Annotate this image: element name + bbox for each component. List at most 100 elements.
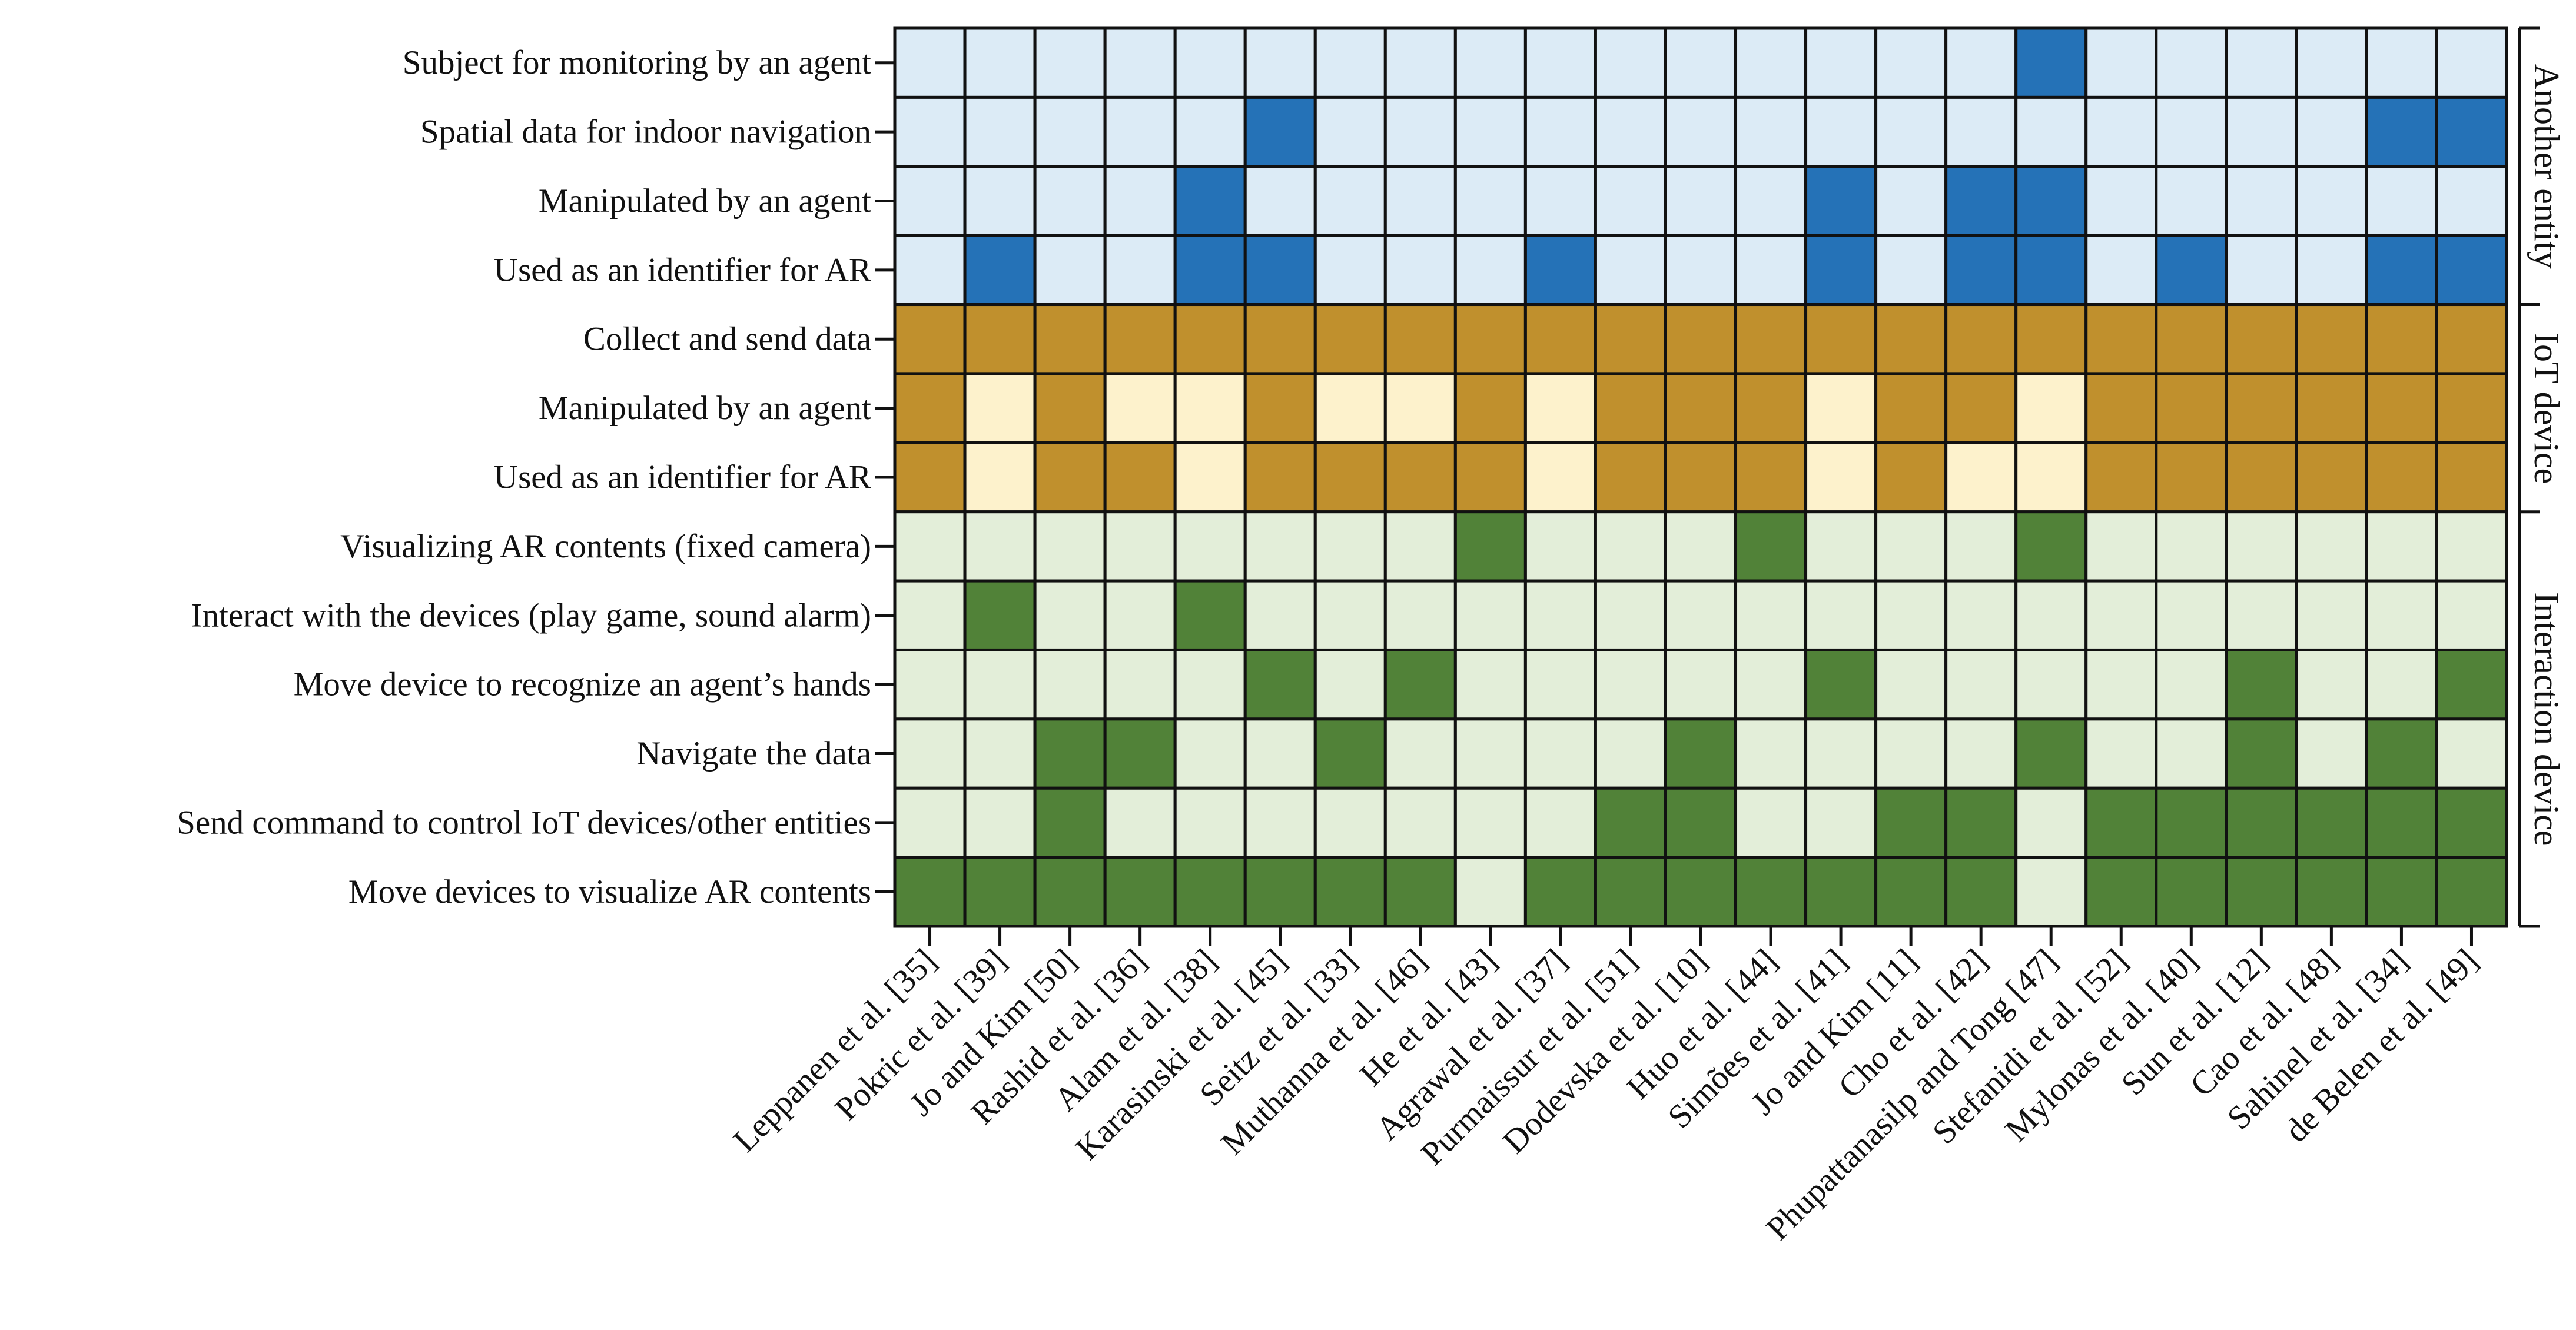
heatmap-cell	[1173, 579, 1247, 651]
heatmap-cell	[2295, 234, 2368, 307]
heatmap-cell	[2435, 234, 2508, 307]
heatmap-cell	[963, 165, 1037, 237]
heatmap-cell	[1944, 372, 2018, 444]
heatmap-cell	[893, 95, 967, 168]
heatmap-cell	[2155, 510, 2228, 583]
heatmap-cell	[1664, 856, 1738, 928]
heatmap-cell	[963, 717, 1037, 790]
heatmap-cell	[1313, 372, 1387, 444]
heatmap-cell	[1453, 648, 1527, 721]
heatmap-cell	[1103, 856, 1177, 928]
heatmap-cell	[2084, 510, 2158, 583]
heatmap-cell	[893, 856, 967, 928]
heatmap-cell	[1313, 579, 1387, 651]
heatmap-cell	[2084, 648, 2158, 721]
heatmap-cell	[893, 717, 967, 790]
heatmap-cell	[1523, 26, 1597, 99]
heatmap-cell	[1874, 717, 1948, 790]
heatmap-cell	[2225, 856, 2298, 928]
heatmap-cell	[1804, 165, 1878, 237]
heatmap-cell	[2225, 786, 2298, 859]
heatmap-cell	[893, 165, 967, 237]
heatmap-cell	[1944, 786, 2018, 859]
heatmap-cell	[1594, 441, 1667, 514]
heatmap-cell	[1243, 26, 1317, 99]
heatmap-cell	[2295, 786, 2368, 859]
heatmap-cell	[1734, 95, 1808, 168]
heatmap-cell	[1594, 856, 1667, 928]
heatmap-cell	[1874, 786, 1948, 859]
heatmap-cell	[1944, 95, 2018, 168]
heatmap-cell	[2365, 165, 2438, 237]
heatmap-cell	[963, 441, 1037, 514]
row-label: Send command to control IoT devices/othe…	[177, 804, 871, 841]
heatmap-cell	[1804, 372, 1878, 444]
column-labels: Leppanen et al. [35]Pokric et al. [39]Jo…	[726, 926, 2485, 1248]
heatmap-cell	[893, 234, 967, 307]
heatmap-cell	[2084, 303, 2158, 375]
heatmap-cell	[1033, 648, 1107, 721]
heatmap-cell	[1804, 717, 1878, 790]
heatmap-cell	[2014, 234, 2088, 307]
heatmap-cell	[1734, 372, 1808, 444]
row-label: Move device to recognize an agent’s hand…	[294, 666, 871, 703]
heatmap-cell	[1103, 26, 1177, 99]
group-label: IoT device	[2527, 332, 2566, 484]
heatmap-cell	[963, 579, 1037, 651]
heatmap-cell	[1103, 786, 1177, 859]
heatmap-cell	[1383, 95, 1457, 168]
heatmap-cell	[1734, 579, 1808, 651]
heatmap-cell	[2014, 856, 2088, 928]
heatmap-cell	[1804, 856, 1878, 928]
heatmap-cell	[1173, 372, 1247, 444]
heatmap-cell	[1313, 856, 1387, 928]
row-label: Manipulated by an agent	[539, 390, 871, 427]
heatmap-cell	[1243, 717, 1317, 790]
heatmap-cell	[1594, 648, 1667, 721]
heatmap-cell	[1383, 234, 1457, 307]
row-label: Used as an identifier for AR	[494, 459, 871, 496]
heatmap-cell	[1874, 579, 1948, 651]
heatmap-cell	[1804, 234, 1878, 307]
heatmap-cell	[1804, 26, 1878, 99]
heatmap-cell	[1103, 234, 1177, 307]
heatmap-cell	[893, 510, 967, 583]
heatmap-cell	[1103, 372, 1177, 444]
group-axis: Another entity IoT device Interaction devi…	[2518, 26, 2566, 928]
heatmap-cell	[2155, 648, 2228, 721]
heatmap-cell	[1453, 95, 1527, 168]
heatmap-cell	[2295, 165, 2368, 237]
heatmap-cell	[893, 786, 967, 859]
heatmap-cell	[2365, 303, 2438, 375]
heatmap-cell	[1453, 303, 1527, 375]
heatmap-cell	[1383, 26, 1457, 99]
heatmap-cell	[1944, 26, 2018, 99]
heatmap-cell	[1944, 303, 2018, 375]
heatmap-cell	[1594, 234, 1667, 307]
heatmap-cell	[2014, 165, 2088, 237]
heatmap-cell	[2435, 165, 2508, 237]
heatmap-cell	[1874, 303, 1948, 375]
heatmap-cell	[1033, 26, 1107, 99]
heatmap-cell	[893, 26, 967, 99]
heatmap-cell	[2365, 856, 2438, 928]
heatmap-cell	[1944, 648, 2018, 721]
heatmap-cell	[1453, 579, 1527, 651]
heatmap-cell	[2295, 648, 2368, 721]
heatmap-cell	[1243, 303, 1317, 375]
heatmap-cell	[1523, 510, 1597, 583]
heatmap-cell	[2155, 165, 2228, 237]
heatmap-cell	[1103, 303, 1177, 375]
heatmap-cell	[1033, 579, 1107, 651]
heatmap-cell	[2084, 441, 2158, 514]
heatmap-cell	[1874, 95, 1948, 168]
heatmap-cell	[1243, 648, 1317, 721]
heatmap-cell	[2225, 234, 2298, 307]
heatmap-cell	[2155, 95, 2228, 168]
group-label: Interaction device	[2527, 592, 2566, 846]
heatmap-cell	[2225, 717, 2298, 790]
heatmap-cell	[1453, 372, 1527, 444]
row-label: Navigate the data	[636, 735, 871, 772]
heatmap-cell	[1243, 441, 1317, 514]
heatmap-cell	[893, 303, 967, 375]
